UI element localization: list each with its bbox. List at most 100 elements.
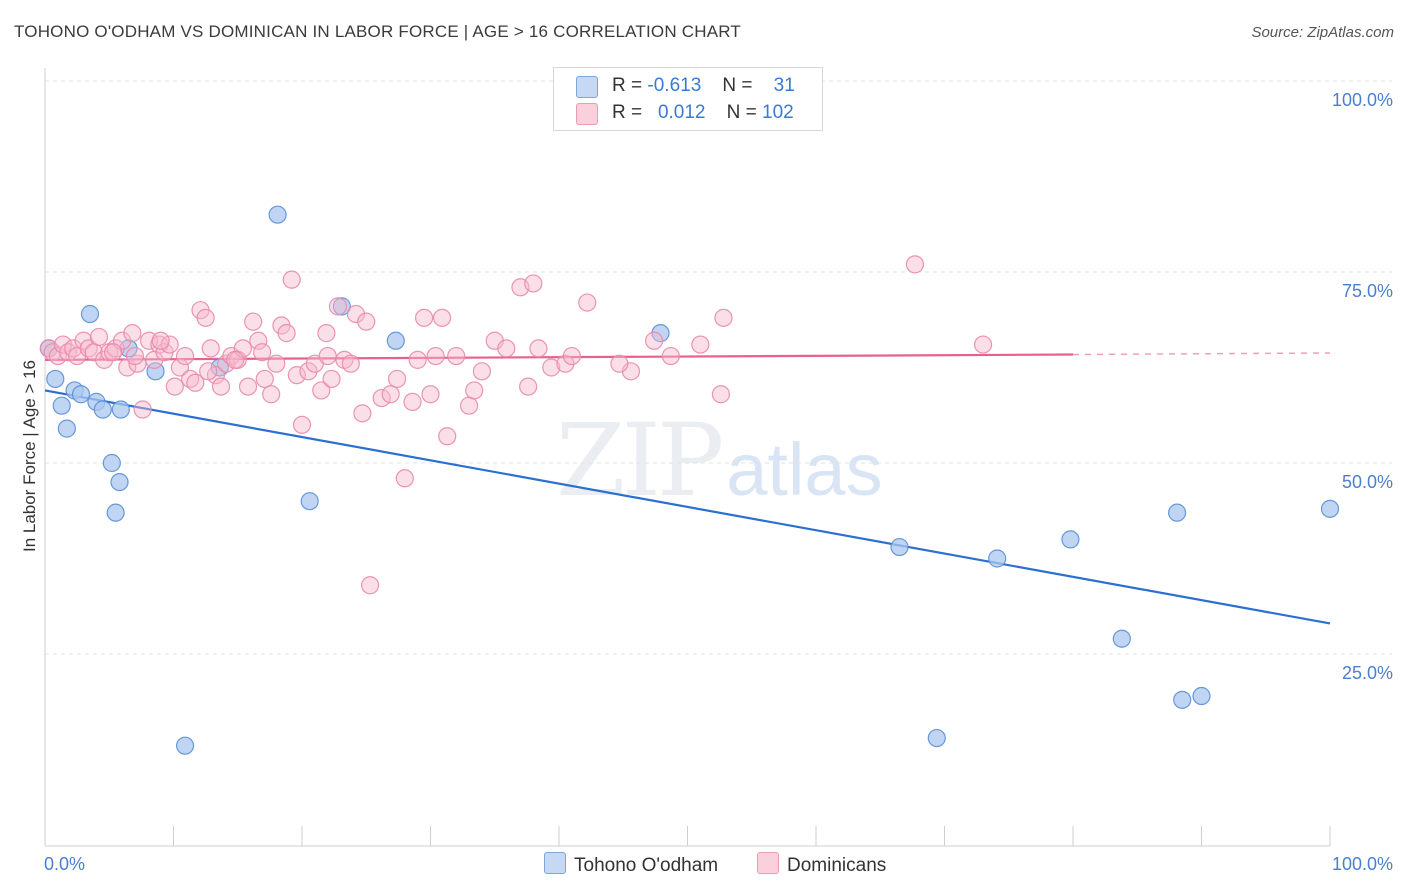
dominican-point-68 [421,385,440,404]
legend-n-value: 102 [762,102,794,123]
dominican-point-48 [292,415,312,434]
source-label: Source: ZipAtlas.com [1251,24,1394,41]
tohono-point-1 [46,369,65,389]
dominican-point-53 [322,369,341,389]
tick-labels: 25.0% 50.0% 75.0% 100.0% 0.0% 100.0% [44,90,1393,874]
series-legend-dominicans: Dominicans [757,852,886,877]
legend-n-value: 31 [773,75,795,96]
series-name-tohono: Tohono O'odham [574,855,719,876]
dominican-point-67 [414,308,434,327]
tohono-point-10 [106,503,125,522]
trend-lines [44,352,1331,625]
dominican-point-82 [542,358,561,377]
tohono-point-8 [93,400,112,419]
tohono-point-5 [71,385,91,404]
dominican-point-95 [151,331,170,350]
legend-r-label: R = [612,102,643,123]
dominican-point-49 [299,362,318,381]
dominican-point-31 [201,339,220,358]
tohono-point-24 [988,549,1007,568]
dominican-point-42 [262,385,281,404]
dominican-trend-extension [1072,352,1331,356]
watermark-zip: ZIP [556,402,724,519]
dominican-point-25 [170,358,190,377]
dominican-point-87 [644,331,664,350]
dominican-point-66 [408,350,427,369]
dominican-point-71 [438,427,457,446]
tohono-point-11 [110,473,129,492]
dominican-point-63 [387,369,407,389]
dominican-point-88 [691,335,710,354]
data-points [39,205,1340,755]
legend-r-value: 0.012 [657,102,706,123]
watermark-atlas: atlas [726,428,883,511]
tohono-point-6 [80,304,100,324]
series-legend-tohono: Tohono O'odham [544,852,718,877]
tohono-point-28 [1173,690,1192,709]
y-tick-label-100: 100.0% [1332,90,1393,110]
correlation-legend: R = -0.613 N = 31 R = 0.012 N = 102 [553,67,823,131]
dominican-point-96 [199,362,218,381]
dominican-point-60 [361,576,380,595]
dominican-point-70 [432,308,452,327]
tohono-point-2 [52,396,71,415]
dominican-point-46 [282,270,301,289]
dominican-point-62 [381,385,400,404]
dominican-point-72 [447,346,466,366]
x-tick-label-min: 0.0% [44,854,85,874]
dominican-point-40 [249,331,268,350]
dominican-point-79 [519,377,538,396]
dominican-point-51 [312,381,331,400]
tohono-point-22 [890,537,909,557]
tohono-point-9 [102,453,121,473]
dominican-point-23 [160,335,179,354]
dominican-point-16 [123,324,142,343]
dominican-point-61 [372,388,391,408]
dominican-point-74 [465,381,484,400]
dominican-point-80 [524,274,543,293]
dominican-point-38 [238,377,258,396]
tohono-point-26 [1112,629,1131,648]
dominican-point-18 [133,400,152,419]
dominican-point-69 [426,346,445,366]
tohono-point-20 [386,331,405,350]
dominican-point-99 [318,346,337,366]
x-tick-label-max: 100.0% [1332,854,1393,874]
dominican-point-94 [125,346,145,366]
dominican-point-85 [578,293,597,312]
dominican-point-43 [267,354,286,373]
y-tick-label-50: 50.0% [1342,472,1393,492]
dominican-point-28 [186,373,205,392]
y-tick-label-25: 25.0% [1342,663,1393,683]
dominican-point-92 [973,335,993,354]
grid-lines [45,80,1392,655]
legend-r-value: -0.613 [647,75,702,96]
tohono-point-27 [1167,503,1187,522]
legend-swatch-blue [544,852,566,874]
dominican-point-75 [472,362,491,381]
tohono-point-25 [1061,530,1080,549]
dominican-point-26 [175,346,195,366]
tohono-point-12 [111,400,130,419]
dominican-point-73 [459,396,479,415]
watermark: ZIPatlas [556,402,883,519]
dominican-point-41 [255,369,274,389]
tohono-point-23 [927,728,946,748]
dominican-point-97 [226,350,245,369]
dominican-point-10 [89,327,109,347]
y-axis-label: In Labor Force | Age > 16 [20,360,39,552]
series-name-dominicans: Dominicans [787,855,887,876]
dominican-point-93 [104,343,123,362]
dominican-point-84 [562,346,581,366]
dominican-point-33 [211,377,231,396]
dominican-point-89 [711,385,731,404]
chart-title: TOHONO O'ODHAM VS DOMINICAN IN LABOR FOR… [14,22,742,41]
dominican-point-54 [328,297,348,316]
tohono-point-18 [300,492,319,511]
legend-n-label: N = [726,102,757,123]
dominican-point-83 [556,354,575,373]
dominican-point-39 [244,312,263,331]
dominican-point-90 [714,308,733,327]
dominican-point-2 [48,346,67,366]
dominican-point-77 [497,339,516,358]
